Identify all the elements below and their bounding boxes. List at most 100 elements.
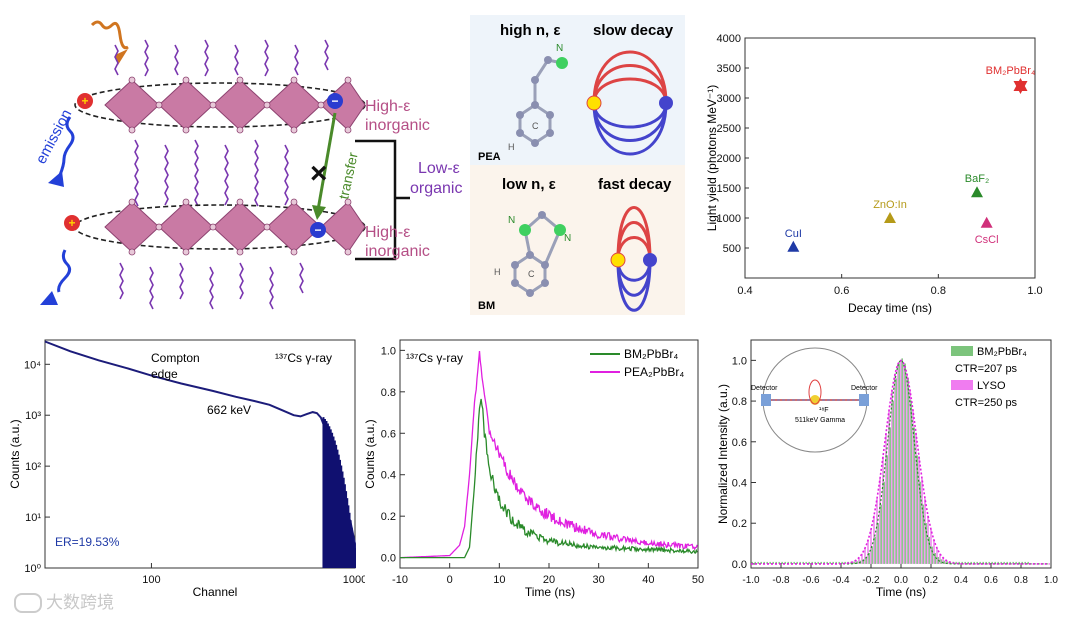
legend: BM₂PbBr₄ PEA₂PbBr₄	[590, 347, 684, 379]
legend-pea: PEA₂PbBr₄	[624, 365, 684, 379]
svg-text:+: +	[68, 216, 75, 230]
fast-decay-label: fast decay	[598, 176, 672, 193]
svg-text:−: −	[314, 223, 321, 237]
x-axis-title: Decay time (ns)	[848, 301, 932, 315]
decay-series-line	[400, 399, 697, 558]
svg-text:+: +	[81, 94, 88, 108]
point-label: CsCl	[975, 234, 999, 246]
y-tick-label: 0.8	[381, 387, 396, 399]
x-tick-label: 1.0	[1027, 285, 1042, 297]
peak-label: 662 keV	[207, 403, 251, 417]
y-tick-label: 10¹	[25, 512, 41, 524]
data-point	[787, 241, 799, 252]
y-tick-label: 4000	[717, 33, 741, 45]
octahedra-top	[105, 80, 365, 130]
y-tick-label: 3500	[717, 63, 741, 75]
organic-chains-bottom	[120, 263, 303, 309]
y-tick-label: 0.4	[732, 478, 747, 490]
edge-label: edge	[151, 367, 178, 381]
y-tick-label: 1000	[717, 213, 741, 225]
x-tick-label: -0.6	[802, 575, 820, 586]
y-tick-label: 2000	[717, 153, 741, 165]
point-label: BaF₂	[965, 173, 989, 185]
source-label: ¹³⁷Cs γ-ray	[406, 351, 463, 365]
y-tick-label: 10³	[25, 410, 41, 422]
emission-arrowhead-bottom-icon	[40, 291, 58, 305]
x-axis-title: Channel	[193, 585, 238, 599]
x-axis-title: Time (ns)	[525, 585, 575, 599]
emission-label: emission	[33, 107, 76, 167]
hole-icon-bottom: +	[64, 215, 80, 231]
y-axis-title: Normalized Intensity (a.u.)	[716, 384, 730, 524]
transfer-arrowhead-icon	[312, 205, 326, 220]
x-tick-label: -0.4	[832, 575, 850, 586]
y-axis-title: Counts (a.u.)	[8, 419, 22, 488]
organic-chains-top	[115, 40, 328, 76]
spectrum-chart: Counts (a.u.) Channel 100 1000 10⁰ 10¹ 10² 10…	[5, 330, 365, 615]
pea-h-atom: H	[508, 142, 515, 152]
compton-label: Compton	[151, 351, 200, 365]
x-tick-label: 10	[493, 574, 505, 586]
y-tick-label: 0.2	[732, 518, 747, 530]
x-tick-label: 0	[447, 574, 453, 586]
watermark: 大数跨境	[14, 588, 114, 613]
pet-inset: Detector Detector ¹⁸F 511keV Gamma	[751, 348, 878, 452]
y-axis-title: Counts (a.u.)	[363, 419, 377, 488]
electron-icon-top: −	[327, 93, 343, 109]
excitation-wave-icon	[92, 22, 128, 48]
legend-lyso-ctr: CTR=250 ps	[955, 397, 1018, 409]
high-eps-label-top-1: High-ε	[365, 98, 410, 115]
point-label: CuI	[785, 228, 802, 240]
x-axis-title: Time (ns)	[876, 585, 926, 599]
watermark-logo-icon	[14, 593, 42, 613]
y-tick-label: 0.0	[381, 553, 396, 565]
x-tick-label: 50	[692, 574, 704, 586]
decay-series-line	[400, 351, 697, 557]
point-label: ZnO:In	[873, 199, 907, 211]
low-n-label: low n, ε	[502, 176, 556, 193]
inset-gamma: 511keV Gamma	[795, 417, 845, 424]
transfer-label: transfer	[335, 151, 361, 201]
y-tick-label: 0.6	[381, 428, 396, 440]
y-tick-label: 0.6	[732, 437, 747, 449]
slow-decay-label: slow decay	[593, 22, 674, 39]
x-tick-label: -0.2	[862, 575, 880, 586]
x-tick-label: 1.0	[1044, 575, 1058, 586]
source-label: ¹³⁷Cs γ-ray	[275, 351, 332, 365]
watermark-text: 大数跨境	[46, 593, 114, 613]
x-tick-label: 30	[593, 574, 605, 586]
y-tick-label: 10²	[25, 461, 41, 473]
bm-n-atom-2: N	[564, 233, 571, 244]
transfer-blocked-icon: ×	[310, 157, 328, 190]
x-tick-label: 0.6	[984, 575, 998, 586]
x-tick-label: 0.2	[924, 575, 938, 586]
x-tick-label: -0.8	[772, 575, 790, 586]
legend-bm: BM₂PbBr₄	[624, 347, 678, 361]
electron-icon-bottom: −	[310, 222, 326, 238]
data-point	[971, 186, 983, 197]
detector-right-icon	[859, 394, 869, 406]
x-tick-label: 20	[543, 574, 555, 586]
pea-label: PEA	[478, 151, 501, 163]
y-tick-label: 10⁴	[24, 359, 41, 371]
point-label: BM₂PbBr₄	[986, 65, 1036, 77]
light-yield-chart: Light yield (photons MeV⁻¹) Decay time (…	[700, 18, 1070, 318]
legend-bm: BM₂PbBr₄	[977, 346, 1027, 358]
legend-lyso: LYSO	[977, 380, 1006, 392]
high-eps-label-bottom-2: inorganic	[365, 243, 430, 260]
ctr-chart: Normalized Intensity (a.u.) Time (ns) -1…	[715, 330, 1065, 615]
organic-chains-middle	[135, 140, 288, 206]
x-tick-label: 100	[142, 574, 160, 586]
x-tick-label: 0.4	[737, 285, 752, 297]
low-eps-label-2: organic	[410, 180, 462, 197]
y-tick-label: 2500	[717, 123, 741, 135]
high-eps-label-bottom-1: High-ε	[365, 224, 410, 241]
y-tick-label: 0.0	[732, 559, 747, 571]
y-tick-label: 1.0	[732, 355, 747, 367]
bm-n-atom-1: N	[508, 215, 515, 226]
x-tick-label: -1.0	[742, 575, 760, 586]
y-tick-label: 10⁰	[24, 563, 41, 575]
legend-bm-ctr: CTR=207 ps	[955, 363, 1018, 375]
bm-c-atom: C	[528, 269, 535, 279]
x-tick-label: 0.6	[834, 285, 849, 297]
